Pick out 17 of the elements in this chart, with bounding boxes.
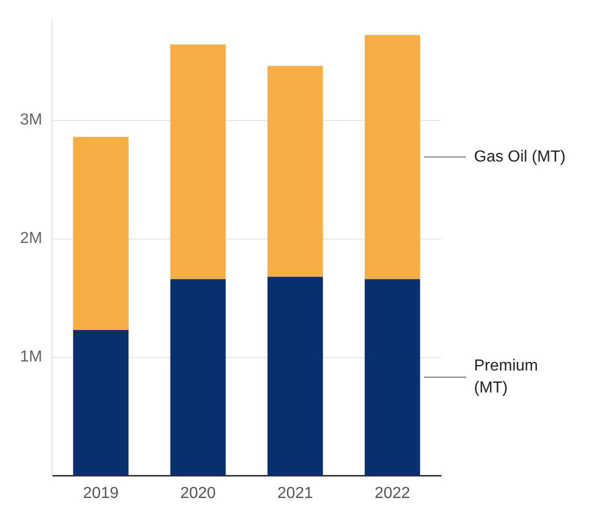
x-tick-label: 2021 — [277, 484, 314, 502]
bar — [170, 279, 226, 476]
bar — [73, 330, 129, 476]
bar — [170, 44, 226, 280]
bar — [73, 136, 129, 330]
x-tick-label: 2020 — [180, 484, 216, 502]
bar — [364, 279, 420, 476]
text: Gas Oil (MT) — [474, 148, 566, 166]
bar — [268, 276, 323, 476]
text: Premium (MT) — [474, 358, 538, 397]
bar — [268, 66, 323, 277]
x-tick-label: 2019 — [83, 484, 119, 502]
bar — [364, 35, 420, 280]
x-tick-label: 2022 — [374, 484, 410, 502]
y-tick-label: 1M — [20, 348, 42, 366]
y-tick-label: 3M — [20, 112, 42, 129]
y-tick-label: 2M — [20, 230, 42, 248]
